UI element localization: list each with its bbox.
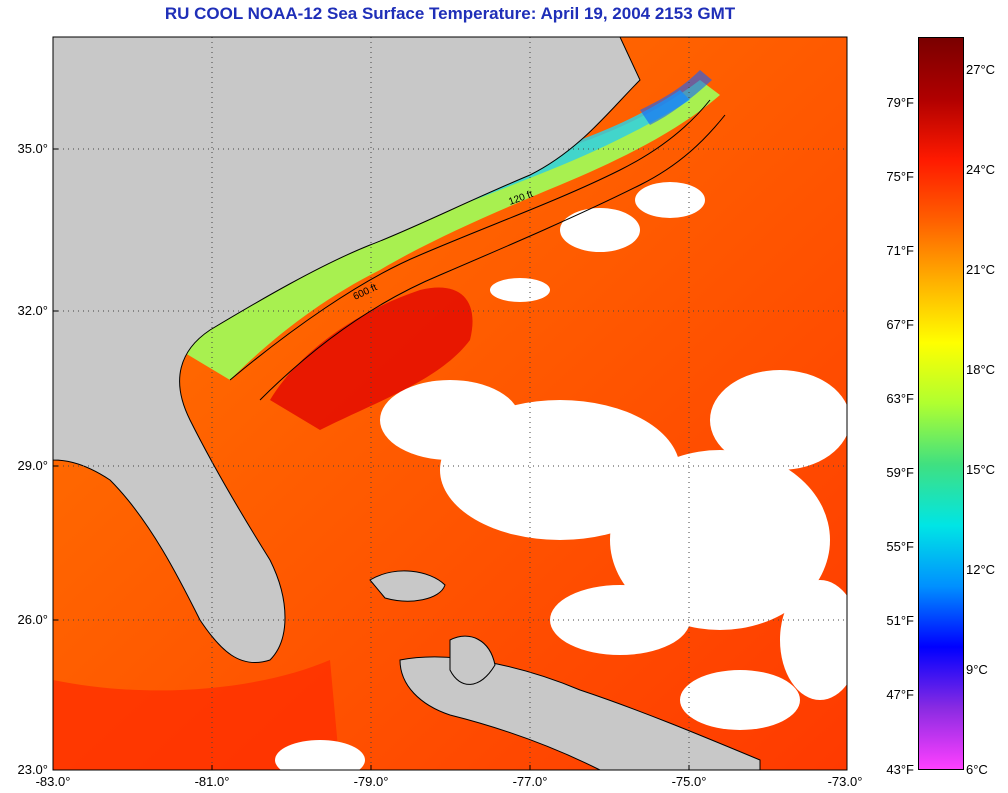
colorbar-f-label: 63°F bbox=[886, 391, 914, 406]
colorbar-c-label: 27°C bbox=[966, 62, 996, 77]
colorbar-c-label: 15°C bbox=[966, 462, 996, 477]
colorbar-f-label: 55°F bbox=[886, 539, 914, 554]
colorbar-f-label: 43°F bbox=[886, 762, 914, 777]
us-southeast-land bbox=[53, 37, 641, 664]
bahamas-land-2 bbox=[449, 635, 496, 685]
map-frame bbox=[52, 36, 848, 771]
lon-label: -79.0° bbox=[353, 774, 389, 789]
colorbar-f-label: 47°F bbox=[886, 687, 914, 702]
colorbar-f-label: 67°F bbox=[886, 317, 914, 332]
colorbar-c-label: 12°C bbox=[966, 562, 996, 577]
colorbar-f-label: 59°F bbox=[886, 465, 914, 480]
colorbar-f-label: 51°F bbox=[886, 613, 914, 628]
colorbar-c-label: 6°C bbox=[966, 762, 988, 777]
cloud-cover bbox=[275, 182, 847, 770]
temperature-colorbar bbox=[918, 37, 964, 770]
lon-label: -83.0° bbox=[35, 774, 71, 789]
florida-current bbox=[53, 660, 340, 770]
contour-600ft bbox=[259, 114, 726, 401]
colorbar-f-label: 79°F bbox=[886, 95, 914, 110]
lon-label: -73.0° bbox=[827, 774, 863, 789]
shelf-water-blue bbox=[640, 70, 712, 125]
colorbar-c-label: 24°C bbox=[966, 162, 996, 177]
bahamas-land bbox=[369, 570, 446, 602]
lat-label: 26.0° bbox=[17, 612, 48, 627]
graticule bbox=[53, 37, 847, 770]
lat-label: 29.0° bbox=[17, 458, 48, 473]
lat-label: 35.0° bbox=[17, 141, 48, 156]
colorbar-f-label: 71°F bbox=[886, 243, 914, 258]
lat-label: 23.0° bbox=[17, 762, 48, 777]
colorbar-c-label: 9°C bbox=[966, 662, 988, 677]
map-title: RU COOL NOAA-12 Sea Surface Temperature:… bbox=[164, 4, 736, 23]
colorbar-c-label: 18°C bbox=[966, 362, 996, 377]
contour-120ft bbox=[229, 99, 711, 381]
lat-label: 32.0° bbox=[17, 303, 48, 318]
colorbar-f-label: 75°F bbox=[886, 169, 914, 184]
lon-label: -75.0° bbox=[671, 774, 707, 789]
gulf-stream-core bbox=[270, 287, 473, 430]
colorbar-c-label: 21°C bbox=[966, 262, 996, 277]
lon-label: -81.0° bbox=[194, 774, 230, 789]
cuba-land bbox=[399, 656, 761, 770]
lon-label: -77.0° bbox=[512, 774, 548, 789]
